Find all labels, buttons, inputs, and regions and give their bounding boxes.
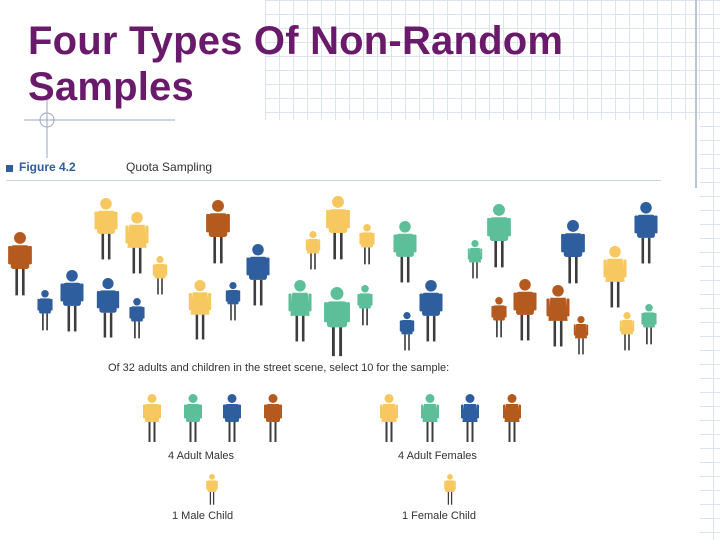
sample-adult-male [264,394,282,442]
crowd-person [324,287,350,357]
sample-adult-female [380,394,398,442]
figure-label: Figure 4.2 [19,160,76,174]
figure-caption: Quota Sampling [126,160,213,174]
decorative-line [695,0,697,188]
crowd-person [357,285,373,326]
figure-bullet [6,165,13,172]
crowd-person [246,244,270,306]
sample-adult-male [143,394,161,442]
title-line-2: Samples [28,65,194,109]
crowd-person [94,198,118,260]
female-child-label: 1 Female Child [402,510,476,522]
crowd-person [393,221,417,283]
crowd-person [619,312,635,351]
crosshair-decoration [24,100,175,158]
crowd-person [8,232,32,296]
crowd-person [305,231,321,270]
crowd-person [491,297,507,338]
title-line-1: Four Types Of Non-Random [28,19,564,63]
male-child-label: 1 Male Child [172,510,234,522]
sample-adult-female [421,394,439,442]
crowd-person [37,290,53,331]
crowd-person [573,316,589,355]
crowd-person [641,304,657,345]
sample-adult-female [461,394,479,442]
sample-female-child [444,474,456,505]
crowd-person [129,298,145,339]
figure-header: Figure 4.2 Quota Sampling [6,158,661,181]
instruction-text: Of 32 adults and children in the street … [108,362,450,374]
crowd-person [152,256,168,295]
crowd-person [399,312,415,351]
crowd-person [603,246,627,308]
crowd-person [225,282,241,321]
sample-adult-female [503,394,521,442]
slide-title: Four Types Of Non-Random Samples [28,18,563,110]
crowd-person [60,270,84,332]
crowd-person [513,279,537,341]
sample-male-child [206,474,218,505]
crowd-person [546,285,570,347]
crowd-person [487,204,511,268]
crowd-person [326,196,350,260]
crowd-person [561,220,585,284]
crowd-person [288,280,312,342]
crowd-person [206,200,230,264]
crowd-person [188,280,212,340]
sample-adult-male [223,394,241,442]
crowd-person [467,240,483,279]
crowd-person [96,278,120,338]
crowd-person [359,224,375,265]
sample-adult-male [184,394,202,442]
adult-females-label: 4 Adult Females [398,450,477,462]
crowd-person [125,212,149,274]
crowd-person [634,202,658,264]
adult-males-label: 4 Adult Males [168,450,235,462]
crowd-person [419,280,443,342]
